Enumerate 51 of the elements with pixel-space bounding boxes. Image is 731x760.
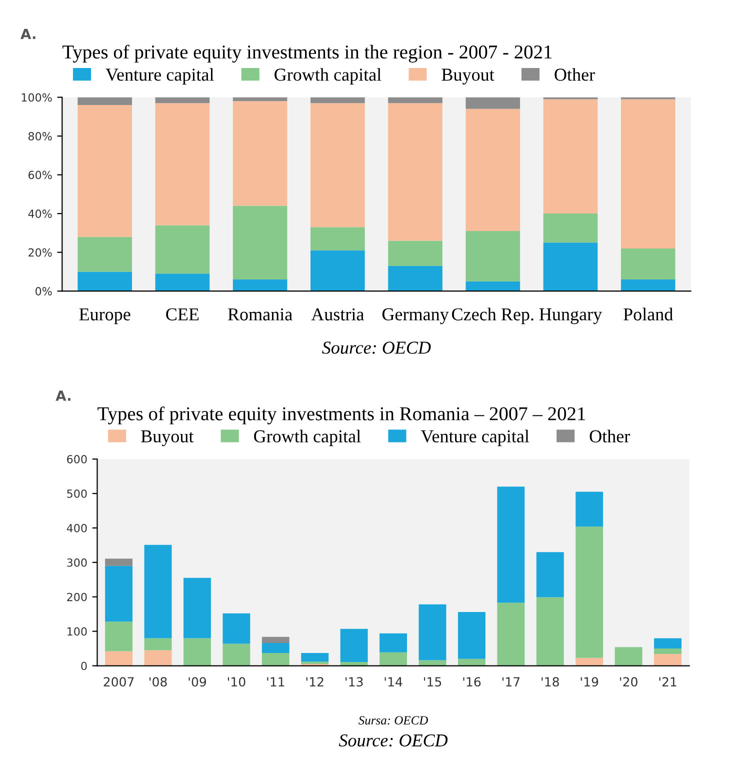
x-tick-label: 2007: [104, 677, 134, 687]
legend-label: Other: [554, 68, 595, 81]
y-tick-label: 200: [67, 592, 87, 602]
x-tick-label: '18: [542, 677, 559, 687]
x-tick-label: '09: [188, 677, 206, 687]
x-tick-label: '21: [659, 677, 676, 686]
legend-label: Venture capital: [106, 68, 214, 84]
y-tick-label: 100: [68, 627, 87, 636]
y-tick-label: 0: [81, 662, 87, 670]
y-tick-label: 60%: [28, 170, 52, 180]
legend-label: Buyout: [442, 68, 494, 85]
x-tick-label: CEE: [166, 308, 199, 320]
x-tick-label: '11: [267, 677, 284, 686]
y-tick-label: 100%: [22, 93, 52, 102]
x-tick-label: '10: [228, 677, 246, 687]
x-tick-label: '20: [620, 677, 638, 687]
x-tick-label: Czech Rep.: [452, 308, 534, 324]
x-tick-label: '13: [346, 677, 363, 687]
legend-label: Other: [590, 430, 630, 442]
text: Sursa: OECD: [358, 716, 428, 725]
x-tick-label: '15: [424, 677, 442, 687]
text: A.: [20, 28, 36, 39]
y-tick-label: 400: [66, 524, 87, 532]
legend-label: Growth capital: [254, 430, 361, 446]
x-tick-label: '08: [150, 677, 167, 687]
legend-label: Growth capital: [274, 68, 382, 84]
x-tick-label: Poland: [624, 308, 673, 320]
legend-label: Buyout: [141, 430, 194, 446]
x-tick-label: '12: [306, 677, 324, 686]
x-tick-label: '16: [463, 677, 481, 687]
x-tick-label: Europe: [79, 308, 130, 324]
source-note: Source: OECD: [338, 734, 448, 747]
y-tick-label: 0%: [36, 287, 52, 296]
text: A.: [56, 390, 70, 401]
chart-title: Types of private equity investments in the region - 2007 - 2021: [62, 44, 552, 63]
x-tick-label: Romania: [228, 308, 292, 320]
x-tick-label: '17: [502, 677, 520, 686]
y-tick-label: 500: [67, 489, 87, 498]
x-tick-label: Germany: [382, 308, 449, 324]
x-tick-label: Hungary: [539, 308, 602, 324]
source-note: Source: OECD: [322, 342, 431, 354]
y-tick-label: 600: [67, 455, 87, 464]
legend-label: Venture capital: [420, 430, 530, 446]
y-tick-label: 40%: [28, 210, 52, 218]
chart-title: Types of private equity investments in Romania – 2007 – 2021: [98, 406, 586, 424]
x-tick-label: Austria: [311, 308, 364, 320]
x-tick-label: '14: [384, 677, 402, 686]
y-tick-label: 20%: [28, 248, 52, 257]
y-tick-label: 300: [67, 558, 87, 567]
x-tick-label: '19: [580, 677, 598, 687]
y-tick-label: 80%: [28, 132, 52, 140]
